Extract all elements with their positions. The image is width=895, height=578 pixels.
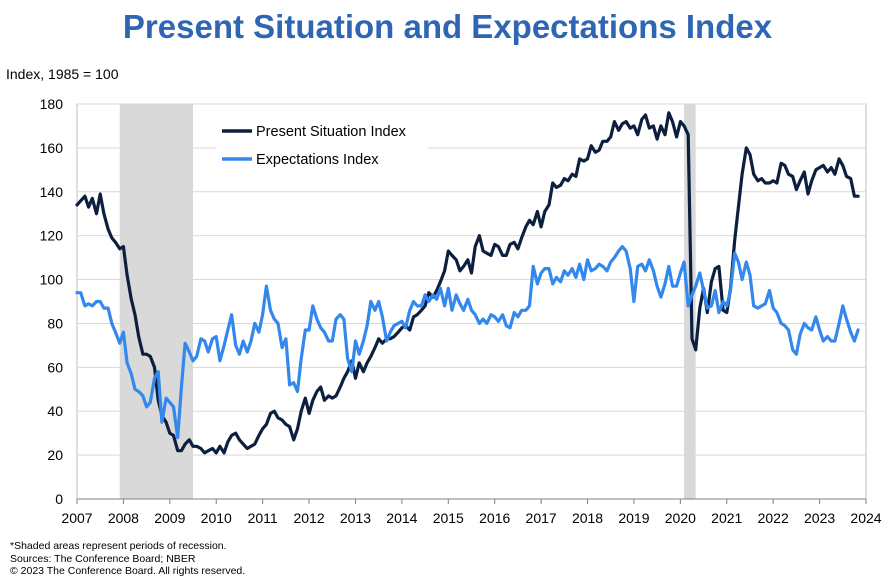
y-tick-label: 20 [47, 447, 63, 463]
y-tick-label: 140 [40, 184, 64, 200]
y-tick-label: 60 [47, 359, 63, 375]
x-tick-label: 2009 [154, 510, 185, 526]
x-tick-label: 2024 [850, 510, 881, 526]
x-tick-label: 2013 [340, 510, 371, 526]
sources-note: Sources: The Conference Board; NBER [10, 552, 196, 565]
x-tick-label: 2016 [479, 510, 510, 526]
x-tick-label: 2023 [804, 510, 835, 526]
x-tick-label: 2014 [386, 510, 417, 526]
y-axis-label: Index, 1985 = 100 [6, 66, 119, 82]
copyright-note: © 2023 The Conference Board. All rights … [10, 565, 246, 577]
x-tick-label: 2010 [201, 510, 232, 526]
x-tick-label: 2008 [108, 510, 139, 526]
x-tick-label: 2019 [618, 510, 649, 526]
x-tick-label: 2020 [665, 510, 696, 526]
footnotes: *Shaded areas represent periods of reces… [10, 540, 245, 578]
x-tick-label: 2007 [61, 510, 92, 526]
legend-label: Expectations Index [256, 152, 379, 168]
y-tick-label: 100 [40, 272, 64, 288]
x-tick-label: 2015 [433, 510, 464, 526]
legend-background [216, 115, 428, 177]
legend-label: Present Situation Index [256, 124, 407, 140]
expectations-line [75, 245, 860, 440]
x-tick-label: 2018 [572, 510, 603, 526]
y-tick-label: 160 [40, 140, 64, 156]
x-tick-label: 2021 [711, 510, 742, 526]
y-tick-label: 0 [55, 491, 63, 507]
chart-title: Present Situation and Expectations Index [122, 8, 773, 45]
y-tick-label: 40 [47, 403, 63, 419]
x-tick-label: 2022 [758, 510, 789, 526]
x-tick-label: 2012 [293, 510, 324, 526]
x-tick-label: 2011 [248, 510, 278, 526]
y-tick-label: 120 [40, 228, 64, 244]
y-tick-label: 180 [40, 96, 64, 112]
y-tick-label: 80 [47, 315, 63, 331]
recession-note: *Shaded areas represent periods of reces… [10, 540, 227, 552]
x-tick-label: 2017 [526, 510, 557, 526]
plot-area [76, 103, 867, 500]
